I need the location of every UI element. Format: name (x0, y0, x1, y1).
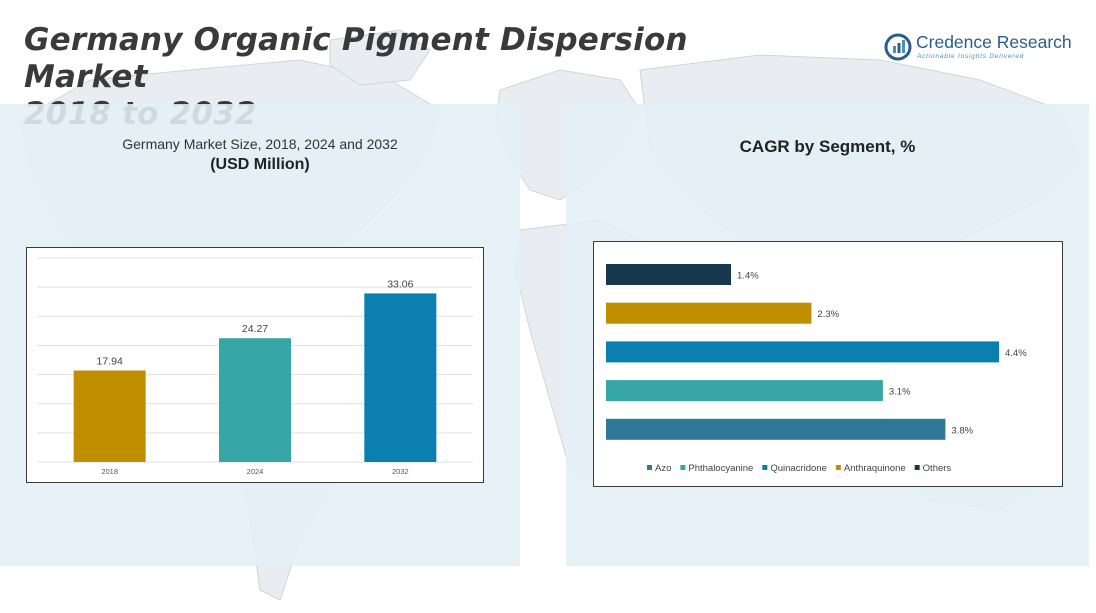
logo-tagline: Actionable Insights Delivered (917, 53, 1025, 60)
hbar-quinacridone (606, 341, 999, 363)
bar-value-label-2032: 33.06 (387, 278, 413, 290)
legend-swatch-azo (647, 465, 652, 470)
legend-label-others: Others (923, 463, 952, 474)
hbar-others (606, 264, 732, 285)
legend-swatch-quinacridone (762, 465, 768, 470)
x-tick-label-2018: 2018 (101, 467, 118, 476)
legend-label-anthraquinone: Anthraquinone (844, 463, 906, 474)
bar-value-label-2024: 24.27 (242, 323, 268, 335)
legend-label-azo: Azo (655, 463, 671, 474)
hbar-anthraquinone (606, 302, 812, 324)
cagr-chart-frame: 1.4% 2.3% 4.4% 3.1% 3.8% Azo Phthalocyanine Qui… (593, 241, 1063, 487)
page-title-line1: Germany Organic Pigment Dispersion Marke… (24, 22, 688, 95)
credence-research-logo-icon (884, 33, 912, 61)
x-tick-label-2024: 2024 (247, 467, 264, 476)
legend-label-phthalocyanine: Phthalocyanine (688, 463, 753, 474)
hbar-value-label-phthalocyanine: 3.1% (889, 387, 911, 398)
legend-swatch-others (914, 465, 920, 470)
hbar-value-label-others: 1.4% (737, 271, 759, 282)
market-size-chart-frame: 17.94 2018 24.27 2024 33.06 2032 (26, 247, 484, 483)
legend-swatch-anthraquinone (835, 465, 841, 470)
x-tick-label-2032: 2032 (392, 467, 409, 476)
bar-2018 (73, 370, 146, 462)
market-size-bar-chart: 17.94 2018 24.27 2024 33.06 2032 (37, 257, 473, 476)
bar-2024 (219, 338, 291, 462)
hbar-azo (606, 418, 946, 440)
market-size-chart-subtitle: Germany Market Size, 2018, 2024 and 2032 (122, 136, 398, 152)
market-size-chart-unit: (USD Million) (210, 156, 310, 173)
hbar-phthalocyanine (606, 380, 883, 402)
hbar-value-label-azo: 3.8% (951, 425, 973, 436)
bar-value-label-2018: 17.94 (97, 356, 123, 368)
cagr-chart-title: CAGR by Segment, % (739, 137, 916, 156)
greenland-shape (329, 29, 431, 86)
cagr-horizontal-bar-chart: 1.4% 2.3% 4.4% 3.1% 3.8% Azo Phthalocyanine Qui… (606, 264, 1027, 474)
logo-name: Credence Research (916, 32, 1072, 52)
hbar-value-label-quinacridone: 4.4% (1005, 348, 1027, 359)
legend-label-quinacridone: Quinacridone (770, 463, 827, 474)
legend-swatch-phthalocyanine (680, 465, 686, 470)
credence-research-logo: Credence Research Actionable Insights De… (884, 32, 1074, 64)
hbar-value-label-anthraquinone: 2.3% (817, 309, 839, 320)
bar-2032 (364, 293, 437, 462)
